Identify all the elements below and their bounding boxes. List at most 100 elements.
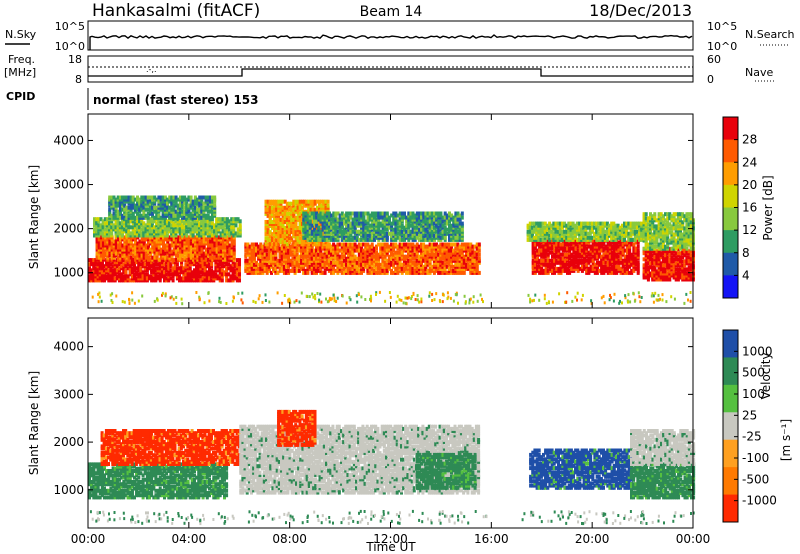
data-cell xyxy=(424,211,428,216)
data-cell xyxy=(281,220,285,224)
data-cell xyxy=(276,262,280,267)
data-cell xyxy=(336,217,340,222)
data-cell xyxy=(128,260,132,265)
data-cell xyxy=(563,266,567,271)
data-cell xyxy=(302,223,306,228)
data-cell xyxy=(105,266,109,271)
data-cell xyxy=(288,224,291,228)
data-cell xyxy=(135,266,139,271)
data-cell xyxy=(92,260,96,265)
data-cell xyxy=(195,227,199,232)
data-cell xyxy=(422,258,426,263)
data-cell xyxy=(248,244,252,249)
data-cell xyxy=(142,227,146,232)
data-cell xyxy=(194,247,198,252)
data-cell xyxy=(120,233,124,238)
data-cell xyxy=(551,258,554,263)
data-cell xyxy=(113,260,117,265)
data-cell xyxy=(311,242,315,247)
data-cell xyxy=(159,195,163,200)
data-cell xyxy=(536,252,539,257)
data-cell xyxy=(166,205,169,210)
data-cell xyxy=(165,233,169,238)
data-cell xyxy=(300,250,303,255)
data-cell xyxy=(322,199,326,204)
data-cell xyxy=(183,195,187,200)
data-cell xyxy=(263,244,267,249)
data-cell xyxy=(315,258,318,263)
data-cell xyxy=(403,225,406,230)
data-cell xyxy=(185,197,189,202)
data-cell xyxy=(302,217,306,222)
data-cell xyxy=(327,266,331,271)
data-cell xyxy=(375,270,378,275)
data-cell xyxy=(559,266,563,271)
data-cell xyxy=(285,268,288,273)
data-cell xyxy=(373,229,376,234)
data-cell xyxy=(402,258,406,263)
data-cell xyxy=(366,250,370,255)
data-cell xyxy=(250,248,254,253)
data-cell xyxy=(261,248,265,253)
data-cell xyxy=(456,244,460,249)
data-cell xyxy=(447,244,451,249)
data-cell xyxy=(332,229,336,234)
data-cell xyxy=(293,252,297,257)
data-cell xyxy=(351,250,355,255)
data-cell xyxy=(181,249,185,254)
data-cell xyxy=(313,229,316,234)
data-cell xyxy=(426,215,430,220)
data-cell xyxy=(467,252,471,257)
data-cell xyxy=(110,205,114,210)
data-cell xyxy=(422,227,426,232)
data-cell xyxy=(381,244,385,249)
data-cell xyxy=(353,248,357,253)
data-cell xyxy=(157,245,161,250)
data-cell xyxy=(196,255,200,260)
data-cell xyxy=(164,237,168,242)
data-cell xyxy=(553,270,557,275)
data-cell xyxy=(133,205,137,210)
data-cell xyxy=(111,274,115,279)
data-cell xyxy=(181,203,184,208)
data-cell xyxy=(261,252,265,257)
data-cell xyxy=(231,266,235,271)
data-cell xyxy=(441,252,445,257)
data-cell xyxy=(362,250,366,255)
data-cell xyxy=(161,229,165,234)
data-cell xyxy=(338,242,342,247)
data-cell xyxy=(112,215,116,220)
data-cell xyxy=(292,217,296,222)
data-cell xyxy=(194,255,198,260)
data-cell xyxy=(370,223,374,228)
data-cell xyxy=(96,274,100,279)
data-cell xyxy=(166,247,170,252)
data-cell xyxy=(383,246,387,251)
data-cell xyxy=(544,250,548,255)
data-cell xyxy=(405,270,408,275)
data-cell xyxy=(420,242,423,247)
data-cell xyxy=(114,197,118,202)
data-cell xyxy=(200,233,204,238)
data-cell xyxy=(420,211,424,216)
data-cell xyxy=(325,266,329,271)
data-cell xyxy=(312,252,316,257)
data-cell xyxy=(226,239,230,244)
data-cell xyxy=(177,235,180,240)
data-cell xyxy=(163,262,166,267)
data-cell xyxy=(231,260,235,265)
data-cell xyxy=(273,242,276,247)
data-cell xyxy=(407,252,411,257)
data-cell xyxy=(265,266,269,271)
data-cell xyxy=(467,244,471,249)
data-cell xyxy=(332,250,336,255)
data-cell xyxy=(310,250,314,255)
data-cell xyxy=(192,253,195,258)
data-cell xyxy=(422,229,426,234)
data-cell xyxy=(381,266,385,271)
data-cell xyxy=(358,215,361,220)
data-cell xyxy=(328,223,331,228)
data-cell xyxy=(273,234,276,239)
data-cell xyxy=(144,253,148,258)
data-cell xyxy=(157,219,161,224)
